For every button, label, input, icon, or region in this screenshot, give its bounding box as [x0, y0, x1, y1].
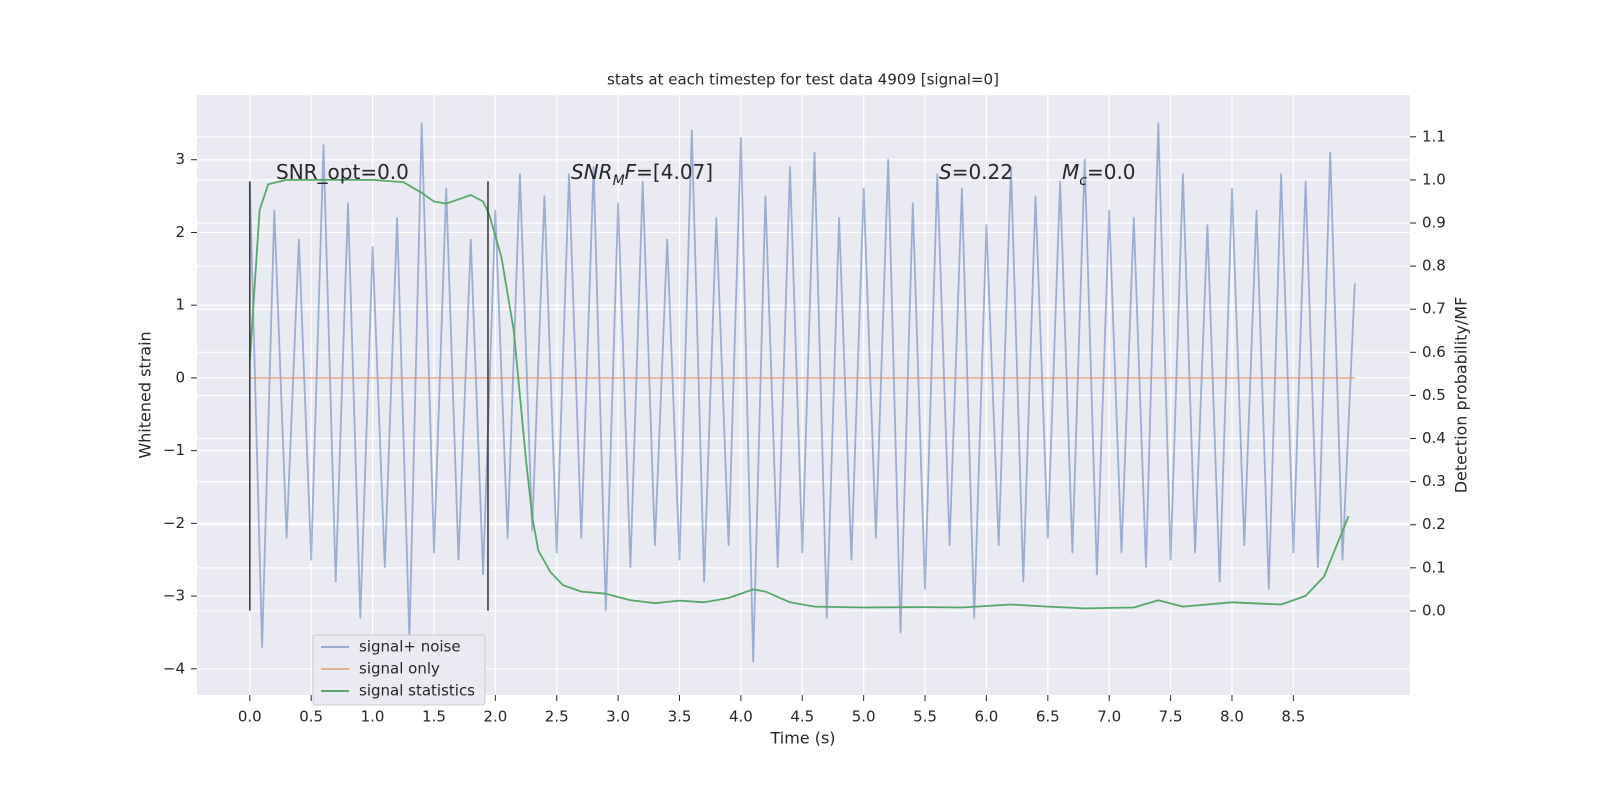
annotation-part: M	[1062, 160, 1079, 184]
legend-label: signal only	[359, 660, 440, 678]
annotation: SNR_opt=0.0	[276, 160, 409, 184]
x-tick-label: 8.5	[1281, 708, 1305, 726]
y-tick-label: −1	[163, 441, 185, 459]
y2-tick-label: 0.6	[1422, 343, 1446, 361]
annotation: Mc=0.0	[1062, 160, 1136, 190]
x-tick-label: 3.0	[606, 708, 630, 726]
annotation-part: c	[1079, 173, 1087, 189]
y2-tick-label: 0.0	[1422, 601, 1446, 619]
y-tick-label: 3	[175, 150, 185, 168]
y-tick-label: −2	[163, 514, 185, 532]
x-tick-label: 4.5	[790, 708, 814, 726]
series-line	[248, 122, 1356, 663]
y2-tick-label: 0.3	[1422, 472, 1446, 490]
y2-tick-label: 0.5	[1422, 386, 1446, 404]
annotation-part: =0.22	[952, 160, 1013, 184]
y2-tick-label: 1.1	[1422, 127, 1446, 145]
y-axis-label: Whitened strain	[136, 331, 155, 458]
legend-label: signal statistics	[359, 682, 475, 700]
y2-axis-label: Detection probability/MF	[1452, 297, 1471, 494]
y2-tick-label: 0.2	[1422, 515, 1446, 533]
y-tick-label: 0	[175, 368, 185, 386]
y-tick-label: −3	[163, 587, 185, 605]
x-tick-label: 5.0	[852, 708, 876, 726]
x-tick-label: 1.0	[361, 708, 385, 726]
y2-tick-label: 1.0	[1422, 170, 1446, 188]
annotation: SNRMF=[4.07]	[571, 160, 713, 190]
annotation-part: =[4.07]	[636, 160, 713, 184]
annotation-part: SNR	[571, 160, 613, 184]
annotation-part: SNR_opt=0.0	[276, 160, 409, 184]
x-tick-label: 0.5	[299, 708, 323, 726]
y-tick-label: 2	[175, 223, 185, 241]
annotation-part: =0.0	[1087, 160, 1136, 184]
x-tick-label: 3.5	[668, 708, 692, 726]
x-tick-label: 6.0	[975, 708, 999, 726]
x-tick-label: 7.5	[1159, 708, 1183, 726]
annotation-part: S	[939, 160, 952, 184]
y2-tick-label: 0.1	[1422, 558, 1446, 576]
x-tick-label: 0.0	[238, 708, 262, 726]
y2-tick-label: 0.7	[1422, 300, 1446, 318]
x-tick-label: 8.0	[1220, 708, 1244, 726]
x-tick-label: 1.5	[422, 708, 446, 726]
y2-tick-label: 0.9	[1422, 214, 1446, 232]
x-tick-label: 2.0	[483, 708, 507, 726]
y-tick-label: 1	[175, 296, 185, 314]
series-line	[248, 179, 1350, 610]
x-tick-label: 5.5	[913, 708, 937, 726]
annotation: S=0.22	[939, 160, 1013, 184]
x-tick-label: 7.0	[1097, 708, 1121, 726]
legend-label: signal+ noise	[359, 638, 461, 656]
annotation-part: F	[625, 160, 637, 184]
x-tick-label: 6.5	[1036, 708, 1060, 726]
chart-title: stats at each timestep for test data 490…	[607, 71, 999, 89]
annotation-part: M	[613, 173, 625, 189]
y2-tick-label: 0.8	[1422, 257, 1446, 275]
x-axis-label: Time (s)	[769, 729, 835, 748]
y-tick-label: −4	[163, 659, 185, 677]
x-tick-label: 4.0	[729, 708, 753, 726]
x-tick-label: 2.5	[545, 708, 569, 726]
legend-box	[312, 634, 486, 706]
y2-tick-label: 0.4	[1422, 429, 1446, 447]
